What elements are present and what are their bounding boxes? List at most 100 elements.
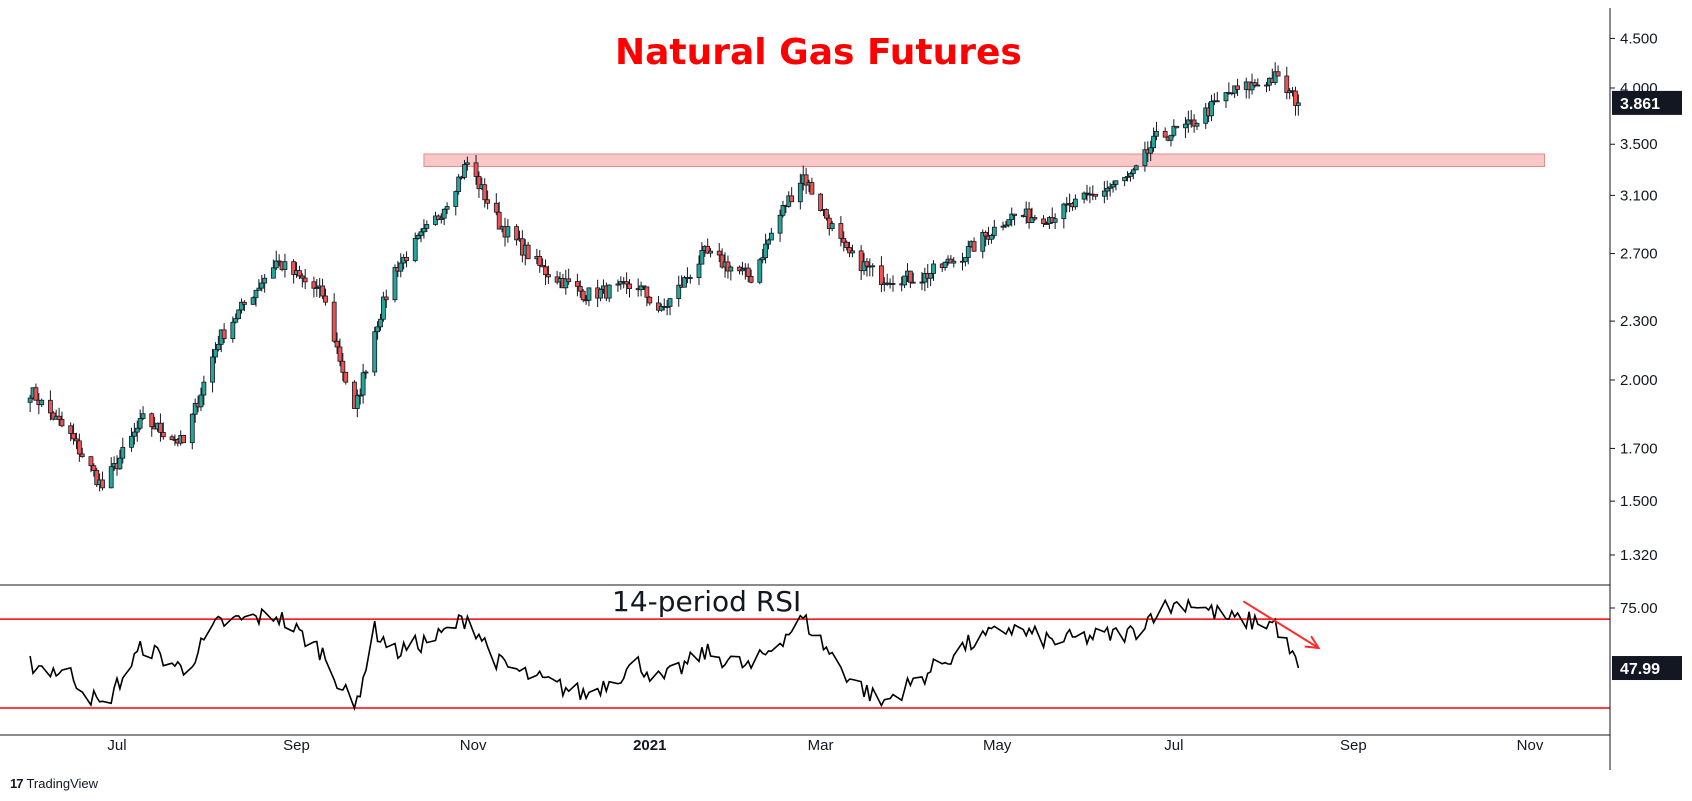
time-tick-label: Jul bbox=[107, 737, 126, 754]
candle-body bbox=[120, 446, 126, 459]
time-tick-label: Sep bbox=[283, 737, 310, 754]
candle-body bbox=[537, 256, 543, 266]
candle-body bbox=[1073, 198, 1078, 208]
candle-body bbox=[493, 202, 499, 213]
candle-body bbox=[525, 244, 531, 260]
candle-body bbox=[108, 466, 114, 489]
candle-body bbox=[1151, 135, 1156, 149]
candle-body bbox=[563, 278, 569, 289]
candle-body bbox=[233, 318, 239, 323]
candle-body bbox=[378, 318, 383, 328]
candle-body bbox=[27, 397, 33, 403]
candle-body bbox=[1122, 176, 1128, 182]
candle-body bbox=[383, 296, 389, 301]
candle-body bbox=[456, 176, 462, 192]
candle-body bbox=[1252, 82, 1258, 86]
candle-body bbox=[627, 283, 632, 289]
candle-body bbox=[1081, 192, 1087, 200]
chart-title: Natural Gas Futures bbox=[615, 32, 1022, 73]
tradingview-logo-icon: 17 bbox=[10, 776, 24, 791]
price-tick-label: 1.320 bbox=[1620, 547, 1658, 564]
candle-body bbox=[302, 277, 308, 283]
price-tick-label: 2.000 bbox=[1620, 372, 1658, 389]
candle-body bbox=[1107, 186, 1113, 189]
candle-body bbox=[931, 263, 936, 274]
candle-body bbox=[1142, 149, 1148, 167]
candle-body bbox=[129, 435, 134, 448]
candle-body bbox=[951, 260, 957, 264]
candle-body bbox=[1006, 219, 1012, 226]
candle-body bbox=[1012, 213, 1018, 216]
candle-body bbox=[476, 176, 482, 190]
candle-body bbox=[1185, 119, 1191, 125]
candle-body bbox=[919, 281, 925, 284]
time-tick-label: Mar bbox=[808, 737, 834, 754]
candle-body bbox=[740, 268, 745, 272]
candle-body bbox=[818, 193, 824, 212]
candle-body bbox=[505, 226, 511, 238]
candle-body bbox=[641, 285, 647, 288]
candle-body bbox=[1295, 102, 1301, 106]
price-tick-label: 2.700 bbox=[1620, 246, 1658, 263]
candle-body bbox=[239, 301, 244, 311]
candle-body bbox=[158, 422, 163, 433]
candle-body bbox=[716, 250, 722, 256]
candle-body bbox=[363, 371, 369, 374]
candle-body bbox=[242, 301, 247, 305]
candle-body bbox=[1093, 193, 1099, 197]
candle-body bbox=[1000, 225, 1006, 228]
candle-body bbox=[354, 395, 360, 409]
price-tick-label: 1.500 bbox=[1620, 493, 1658, 510]
candle-body bbox=[1044, 223, 1049, 226]
candle-body bbox=[404, 257, 409, 262]
candle-body bbox=[201, 381, 207, 396]
candle-body bbox=[942, 261, 948, 268]
candle-body bbox=[1009, 213, 1015, 221]
candle-body bbox=[1162, 130, 1168, 138]
candle-body bbox=[137, 418, 143, 429]
candle-body bbox=[566, 278, 572, 282]
candle-body bbox=[221, 329, 227, 340]
candle-body bbox=[1032, 217, 1038, 220]
candle-body bbox=[543, 266, 548, 275]
candle-body bbox=[777, 214, 783, 234]
candle-body bbox=[699, 249, 705, 265]
candle-body bbox=[1272, 71, 1278, 83]
candle-body bbox=[215, 343, 221, 351]
candle-body bbox=[841, 238, 847, 243]
price-tick-label: 3.500 bbox=[1620, 136, 1658, 153]
candle-body bbox=[453, 191, 459, 207]
candle-body bbox=[1052, 218, 1058, 223]
candle-body bbox=[68, 425, 74, 434]
candle-body bbox=[829, 223, 835, 230]
candle-body bbox=[117, 457, 123, 470]
candle-body bbox=[1293, 90, 1298, 106]
candle-body bbox=[357, 394, 363, 397]
candle-body bbox=[433, 215, 438, 225]
candle-body bbox=[297, 270, 302, 277]
candle-body bbox=[1133, 165, 1139, 171]
candle-body bbox=[438, 217, 444, 220]
candle-body bbox=[1101, 190, 1107, 197]
candle-body bbox=[577, 285, 583, 292]
candle-body bbox=[48, 399, 53, 414]
candle-body bbox=[76, 440, 82, 455]
candle-body bbox=[789, 195, 795, 203]
candle-body bbox=[546, 274, 551, 278]
candle-body bbox=[1110, 184, 1116, 188]
candle-body bbox=[360, 372, 366, 396]
last-price-label: 3.861 bbox=[1620, 96, 1660, 113]
candle-body bbox=[624, 281, 630, 285]
candle-body bbox=[809, 182, 815, 195]
candle-body bbox=[1284, 75, 1290, 94]
price-tick-label: 1.700 bbox=[1620, 440, 1658, 457]
candle-body bbox=[989, 235, 994, 240]
candle-body bbox=[392, 267, 398, 301]
candle-body bbox=[323, 295, 328, 303]
candle-body bbox=[928, 273, 934, 279]
candle-body bbox=[230, 321, 236, 340]
time-tick-label: Sep bbox=[1340, 737, 1367, 754]
candle-body bbox=[291, 261, 297, 275]
candle-body bbox=[748, 275, 754, 283]
candle-body bbox=[464, 162, 470, 165]
